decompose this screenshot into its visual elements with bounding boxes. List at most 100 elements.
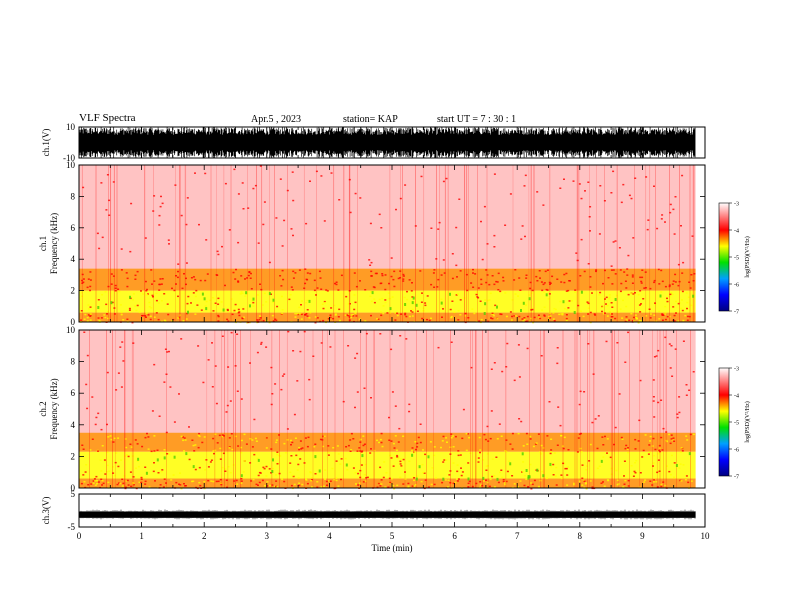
ch1-spectrogram-speckle [625,287,628,289]
ch1-spectrogram-speckle [638,319,641,322]
ch1-spectrogram-speckle [674,281,677,283]
ch1-spectrogram-speckle [290,286,293,288]
ch2-spectrogram-speckle [94,423,97,426]
ch2-spectrogram-speckle [644,434,647,436]
ch1-spectrogram-speckle [136,270,139,273]
ch2-spectrogram-speckle [240,451,243,454]
ch1-spectrogram-speckle [437,278,440,281]
ch2-spectrogram-speckle [652,437,655,440]
ch1-spectrogram-speckle [186,197,189,199]
ch1-spectrogram-speckle [155,312,158,314]
ch2-spectrogram-speckle [260,343,263,345]
ch2-spectrogram-speckle [359,450,362,452]
ch2-spectrogram-speckle [230,433,233,435]
ch1-spectrogram-speckle [546,269,549,271]
ch2-spectrogram-speckle [264,485,266,487]
ch1-spectrogram-speckle [185,262,188,264]
ch2-spectrogram-speckle [560,434,563,437]
ch2-spectrogram-speckle [557,406,560,408]
ch2-spectrogram-speckle [647,453,650,455]
ch1-spectrogram-speckle [610,265,613,267]
ch1-spectrogram-speckle [540,281,543,283]
ch2-spectrogram-speckle [651,445,654,447]
ch1-spectrogram-speckle [593,313,596,315]
ch2-spectrogram-speckle [450,341,453,343]
ch2-spectrogram-speckle [407,485,410,487]
ch2-spectrogram-speckle [290,439,292,442]
ch1-spectrogram-speckle [160,283,163,285]
ch1-spectrogram-speckle [457,319,460,321]
ch2-spectrogram-speckle [602,456,605,458]
ch1-spectrogram-speckle [234,278,237,280]
ch1-spectrogram-speckle [281,245,284,247]
ch1-spectrogram-speckle [499,290,502,293]
ch1-spectrogram-speckle [607,277,610,279]
ch1-spectrogram-speckle [566,309,569,311]
ch2-spectrogram-speckle [182,439,185,442]
ch2-spectrogram-speckle [402,458,405,461]
ch1-spectrogram-speckle [82,186,85,189]
ch1-spectrogram-speckle [209,299,212,302]
ch1-spectrogram-speckle [589,276,592,278]
ch2-spectrogram-speckle [471,485,474,488]
ch2-spectrogram-speckle [652,481,655,483]
ch1-spectrogram-speckle [595,270,597,273]
ch2-spectrogram-speckle [627,447,629,449]
ch2-spectrogram-speckle [573,483,576,486]
ch1-spectrogram-speckle [337,316,340,318]
ch2-spectrogram-speckle [433,454,436,457]
ch1-spectrogram-speckle [670,292,673,294]
ch1-spectrogram-speckle [430,227,433,229]
ch1-spectrogram-speckle [98,247,101,250]
ch1-spectrogram-speckle [286,189,289,192]
ch2-spectrogram-speckle [392,484,395,487]
ch2-spectrogram-speckle [350,432,353,435]
ch1-spectrogram-speckle [389,312,392,314]
ch1-spectrogram-speckle [582,315,585,318]
ch1-spectrogram-speckle [614,240,617,242]
ch2-spectrogram-colorbar-label: log(PSD)(V²/Hz) [744,401,751,442]
ch1-spectrogram-speckle [472,268,474,271]
ch2-spectrogram-speckle [165,482,167,484]
ch1-spectrogram-speckle [112,275,115,277]
ch2-spectrogram-speckle [416,446,419,448]
ch2-spectrogram-speckle [517,432,520,435]
x-tick-label: 4 [327,531,332,541]
ch2-spectrogram-speckle [286,428,289,430]
ch1-spectrogram-speckle [565,317,568,320]
ch1-spectrogram-speckle [677,302,680,305]
ch2-spectrogram-speckle [550,449,553,451]
ch2-spectrogram-speckle [333,479,336,481]
ch2-spectrogram-speckle [501,370,504,373]
ch2-spectrogram-speckle [627,485,630,487]
ch2-spectrogram-speckle [381,445,384,448]
ch2-spectrogram-speckle [602,444,605,446]
ch2-spectrogram-speckle [500,469,503,471]
ch1-spectrogram-speckle [292,199,295,202]
ch1-spectrogram-speckle [517,295,519,297]
ch2-spectrogram-speckle [588,460,591,462]
ch2-spectrogram-speckle [413,477,416,479]
ch2-spectrogram-speckle [86,407,89,410]
ch1-spectrogram-speckle [580,310,582,312]
ch2-spectrogram-speckle [310,477,313,479]
ch2-spectrogram-speckle [122,360,125,362]
ch2-spectrogram-speckle [320,342,323,344]
ch2-spectrogram-speckle [506,342,509,345]
ch2-spectrogram-speckle [589,480,592,482]
ch2-spectrogram-speckle [104,460,107,463]
ch1-spectrogram-speckle [612,170,615,173]
ch2-spectrogram-speckle [513,483,516,485]
ch1-spectrogram-speckle [237,241,240,244]
ch1-spectrogram-speckle [297,313,300,316]
ch2-spectrogram-speckle [552,474,555,476]
y-tick-label: 5 [71,489,76,499]
ch2-spectrogram-speckle [197,446,200,449]
ch2-spectrogram-speckle [168,453,171,455]
ch2-spectrogram-speckle [116,483,119,486]
ch2-spectrogram-speckle [306,482,309,485]
ch1-spectrogram-speckle [151,283,153,285]
ch2-spectrogram-speckle [565,467,568,470]
ch1-spectrogram-speckle [355,285,358,288]
ch2-spectrogram-speckle [397,457,400,459]
